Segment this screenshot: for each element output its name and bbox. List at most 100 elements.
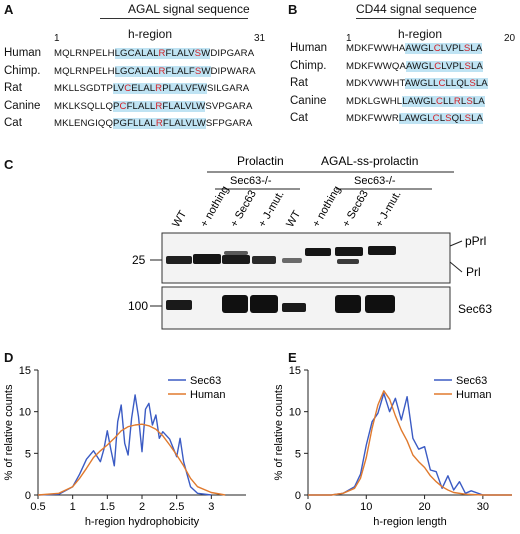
a-sequence-1: MQLRNPELHLGCALALRFLALFSWDIPWARA: [54, 65, 256, 77]
panel-label-e: E: [288, 350, 297, 365]
panel-b-hregion: h-region: [398, 27, 443, 41]
panel-label-a: A: [4, 2, 14, 17]
pprl-line: [449, 240, 463, 247]
a-seg-3-0: MKLKSQLLQ: [54, 100, 114, 112]
band-prl-lane5: [282, 258, 302, 263]
panel-label-c: C: [4, 157, 14, 172]
a-seg-2-2: C: [124, 83, 132, 94]
b-seg-2-1: AWGLL: [404, 78, 439, 89]
a-seg-0-3: FLALV: [165, 48, 195, 59]
d-ytick-label-0: 0: [25, 490, 31, 502]
band-sec63-lane4: [250, 295, 278, 313]
prl-line: [449, 261, 463, 273]
b-seg-2-2: C: [438, 78, 446, 89]
panel-b-title-underline: [356, 18, 474, 19]
b-seg-1-0: MDKFWWQA: [346, 60, 406, 72]
a-seg-0-5: W: [201, 48, 211, 59]
label-prl: Prl: [466, 265, 481, 279]
b-seg-3-2: C: [435, 95, 444, 107]
d-xlabel: h-region hydrophobicity: [85, 516, 200, 528]
band-pprl-lane7: [335, 247, 363, 256]
b-seg-1-2: C: [434, 60, 442, 72]
b-species-1: Chimp.: [290, 59, 327, 72]
a-seg-3-1: P: [113, 100, 120, 112]
b-seg-0-1: AWGL: [405, 43, 434, 54]
group-prolactin: Prolactin: [237, 154, 284, 168]
b-seg-0-0: MDKFWWHA: [346, 43, 406, 54]
b-seg-1-5: LA: [470, 60, 483, 72]
b-seg-3-7: LA: [472, 95, 485, 107]
lane-label-3: + J-mut.: [256, 189, 286, 230]
a-seg-3-3: FLALL: [126, 100, 156, 112]
panel-b-title: CD44 signal sequence: [356, 2, 477, 16]
b-sequence-4: MDKFWWRLAWGLCLSQLSLA: [346, 113, 484, 124]
d-legend-label-1: Human: [190, 389, 225, 401]
mw-100: 100: [128, 299, 148, 313]
b-seg-0-2: C: [433, 43, 441, 54]
a-seg-1-5: W: [201, 65, 211, 77]
lane-label-0: WT: [170, 208, 189, 229]
chart-e: 0 10 20 30 0 5 10 15 h-region length % of relativ…: [273, 365, 512, 528]
a-seg-2-3: ELAL: [131, 83, 156, 94]
a-sequence-3: MKLKSQLLQPCFLALLRFLALVLWSVPGARA: [54, 100, 252, 112]
band-prl-lane1: [166, 256, 192, 264]
lane-label-2: + Sec63: [228, 188, 259, 229]
d-xtick-label-2: 1.5: [100, 501, 115, 513]
a-sequence-2: MKLLSGDTPLVCELALRPLALVFWSILGARA: [54, 83, 249, 94]
a-seg-3-2: C: [119, 100, 127, 112]
panel-a-start: 1: [54, 33, 60, 44]
label-sec63: Sec63: [458, 302, 492, 316]
e-ytick-label-3: 15: [289, 365, 301, 377]
b-seg-4-4: S: [445, 113, 452, 124]
label-pprl: pPrl: [465, 234, 486, 248]
b-species-3: Canine: [290, 94, 327, 107]
d-series-sec63-line: [37, 394, 212, 496]
b-seg-3-6: S: [466, 95, 473, 107]
a-seg-4-1: PGFLLAL: [113, 118, 156, 129]
d-ytick-label-1: 5: [25, 448, 31, 460]
lane-labels: WT + nothing+ Sec63+ J-mut.WT + nothing+ S…: [170, 184, 403, 229]
a-seg-0-0: MQLRNPELH: [54, 48, 115, 59]
panel-a-title: AGAL signal sequence: [128, 2, 250, 16]
b-species-2: Rat: [290, 77, 308, 89]
panel-a-title-underline: [100, 18, 248, 19]
group-agal: AGAL-ss-prolactin: [321, 154, 418, 168]
band-pprl-lane6: [305, 248, 331, 256]
b-seg-2-3: LLQL: [445, 78, 470, 89]
b-seg-3-0: MDKLGWHL: [346, 95, 403, 107]
band-sec63-lane8: [365, 295, 395, 313]
band-pprl-lane3: [224, 251, 248, 255]
a-species-1: Chimp.: [4, 64, 41, 77]
a-species-0: Human: [4, 47, 42, 59]
e-xlabel: h-region length: [373, 516, 446, 528]
d-xtick-label-4: 2.5: [169, 501, 184, 513]
b-seg-0-5: LA: [470, 43, 483, 54]
a-seg-2-5: PLALVFW: [162, 83, 207, 94]
b-seg-1-3: LVPL: [441, 60, 465, 72]
b-seg-4-0: MDKFWWR: [346, 113, 399, 124]
b-seg-3-4: R: [453, 95, 461, 107]
b-sequence-3: MDKLGWHLLAWGLCLLRLSLA: [346, 95, 485, 107]
a-seg-0-1: LGCALAL: [114, 48, 159, 59]
a-seg-1-2: R: [158, 65, 166, 77]
a-species-3: Canine: [4, 99, 41, 112]
sub-sec63-2: Sec63-/-: [354, 175, 396, 187]
e-xtick-label-2: 20: [418, 501, 430, 513]
e-ytick-label-1: 5: [295, 448, 301, 460]
a-seg-4-2: R: [155, 118, 163, 129]
a-seg-2-6: SILGARA: [206, 83, 250, 94]
a-seg-3-4: R: [155, 100, 163, 112]
e-xtick-label-0: 0: [305, 501, 311, 513]
b-seg-3-1: LAWGL: [402, 95, 436, 107]
b-seg-1-1: AWGL: [405, 60, 435, 72]
b-seg-2-5: LA: [475, 78, 488, 89]
band-prl-lane2: [193, 254, 221, 264]
lane-label-7: + J-mut.: [373, 189, 403, 230]
a-seg-4-3: FLALVLW: [162, 118, 206, 129]
panel-label-d: D: [4, 350, 14, 365]
b-seg-2-0: MDKVWWHT: [346, 78, 405, 89]
d-ytick-label-3: 15: [19, 365, 31, 377]
b-seg-4-6: S: [464, 113, 472, 124]
a-seg-4-0: MKLENGIQQ: [54, 118, 114, 129]
a-seg-1-3: FLALF: [165, 65, 195, 77]
